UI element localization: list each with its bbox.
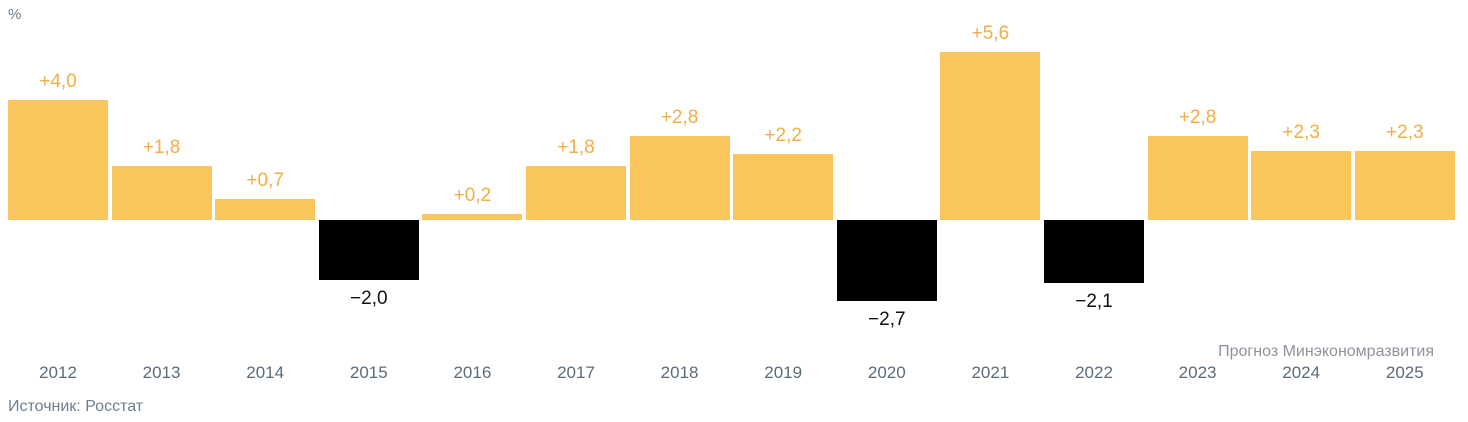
bar-value-label: +2,3: [1282, 122, 1320, 143]
bar-2021: [940, 52, 1041, 220]
x-axis-tick-label: 2019: [764, 363, 803, 382]
bar-2019: [733, 154, 834, 220]
bar-value-label: +0,2: [453, 185, 492, 206]
x-axis-tick-label: 2024: [1282, 363, 1321, 382]
bar-2020: [836, 220, 937, 301]
bar-value-label: +0,7: [246, 170, 284, 191]
x-axis-tick-label: 2014: [246, 363, 285, 382]
x-axis-tick-label: 2013: [142, 363, 181, 382]
bar-value-label: −2,0: [350, 288, 388, 309]
bar-value-label: +1,8: [142, 137, 181, 158]
bar-value-label: +2,8: [660, 107, 699, 128]
x-axis-tick-label: 2021: [971, 363, 1010, 382]
bar-2025: [1354, 151, 1455, 220]
bar-2018: [629, 136, 730, 220]
bar-value-label: +2,8: [1178, 107, 1217, 128]
x-axis-tick-label: 2017: [557, 363, 595, 382]
bar-2023: [1147, 136, 1248, 220]
x-axis-tick-label: 2018: [660, 363, 699, 382]
bar-value-label: +5,6: [971, 23, 1010, 44]
bar-2015: [318, 220, 419, 280]
bar-2017: [526, 166, 626, 220]
x-axis-tick-label: 2020: [867, 363, 906, 382]
y-axis-unit-label: %: [8, 6, 22, 23]
x-axis-tick-label: 2022: [1075, 363, 1113, 382]
bar-2024: [1251, 151, 1352, 220]
bar-2012: [8, 100, 108, 220]
source-caption: Источник: Росстат: [8, 398, 144, 415]
x-axis-tick-label: 2025: [1385, 363, 1424, 382]
bar-value-label: +2,2: [764, 125, 802, 146]
bar-2014: [215, 199, 316, 220]
x-axis-tick-label: 2016: [453, 363, 492, 382]
x-axis-tick-label: 2023: [1178, 363, 1217, 382]
bar-2016: [422, 214, 523, 220]
bar-value-label: −2,7: [868, 309, 906, 330]
bar-value-label: −2,1: [1075, 291, 1113, 312]
x-axis-tick-label: 2012: [39, 363, 77, 382]
bar-value-label: +2,3: [1386, 122, 1424, 143]
x-axis-tick-label: 2015: [349, 363, 388, 382]
bar-2013: [111, 166, 212, 220]
bar-value-label: +4,0: [39, 71, 77, 92]
bar-value-label: +1,8: [557, 137, 595, 158]
forecast-annotation: Прогноз Минэкономразвития: [1218, 343, 1434, 360]
bar-2022: [1044, 220, 1144, 283]
